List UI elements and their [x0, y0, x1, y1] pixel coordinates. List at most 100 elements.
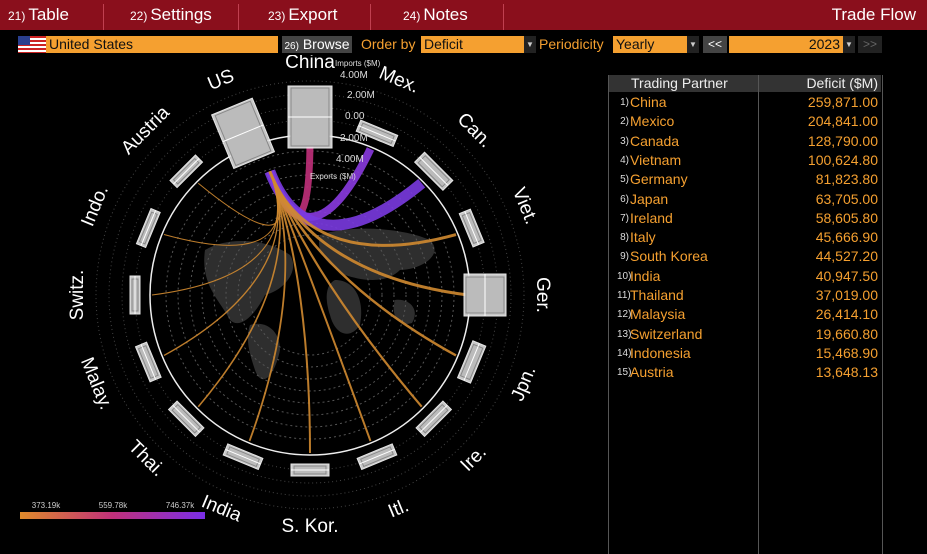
deficit-value: 100,624.80	[807, 151, 878, 168]
table-row[interactable]: 2) Mexico 204,841.00	[609, 112, 881, 131]
deficit-value: 63,705.00	[815, 190, 878, 207]
partner-name: Indonesia	[630, 344, 691, 361]
partner-label: Austria	[117, 102, 174, 159]
axis-tick-label: 4.00M	[340, 70, 368, 81]
partner-label: India	[198, 491, 245, 526]
table-row[interactable]: 6) Japan 63,705.00	[609, 190, 881, 209]
partner-label: Ire.	[457, 442, 491, 476]
partner-name: Vietnam	[630, 151, 682, 168]
country-input[interactable]: United States	[46, 36, 278, 53]
row-number: 7)	[620, 212, 629, 224]
prev-button[interactable]: <<	[703, 36, 727, 53]
menu-label: Notes	[423, 5, 468, 24]
box-center	[419, 156, 449, 186]
partner-name: Mexico	[630, 113, 675, 130]
menu-item[interactable]: 22) Settings	[130, 0, 212, 30]
button-num: 26)	[284, 41, 299, 52]
table-row[interactable]: 12) Malaysia 26,414.10	[609, 305, 881, 324]
table-row[interactable]: 15) Austria 13,648.13	[609, 363, 881, 382]
partner-label: Thai.	[124, 436, 169, 481]
column-header[interactable]: Trading Partner	[609, 75, 758, 92]
deficit-value: 81,823.80	[815, 171, 878, 188]
box-center	[140, 344, 157, 380]
node-box	[167, 400, 205, 438]
deficit-value: 44,527.20	[815, 248, 878, 265]
menu-item[interactable]: 23) Export	[268, 0, 337, 30]
table-row[interactable]: 11) Thailand 37,019.00	[609, 286, 881, 305]
axis-label: Imports ($M)	[335, 59, 381, 68]
row-number: 6)	[620, 193, 629, 205]
node-box	[169, 154, 204, 189]
table-row[interactable]: 1) China 259,871.00	[609, 93, 881, 112]
row-number: 9)	[620, 251, 629, 263]
separator	[503, 4, 504, 30]
separator	[238, 4, 239, 30]
node-box	[287, 85, 333, 149]
table-row[interactable]: 14) Indonesia 15,468.90	[609, 344, 881, 363]
browse-button[interactable]: 26) Browse	[282, 36, 352, 53]
partner-label: Switz.	[67, 270, 88, 321]
deficit-value: 15,468.90	[815, 344, 878, 361]
partner-label: Malay.	[76, 354, 116, 412]
box-center	[358, 125, 396, 142]
ring	[237, 222, 383, 368]
partner-table: Trading Partner Deficit ($M) 1) China 259,…	[608, 75, 883, 554]
menu-item[interactable]: 24) Notes	[403, 0, 468, 30]
separator	[103, 4, 104, 30]
order-select[interactable]: Deficit ▼	[421, 36, 536, 53]
chord	[197, 171, 281, 226]
menu-label: Table	[28, 5, 69, 24]
column-header[interactable]: Deficit ($M)	[759, 75, 881, 92]
node-box	[129, 275, 141, 315]
node-box	[135, 207, 161, 249]
node-box	[290, 463, 330, 477]
select-value: Yearly	[616, 36, 655, 52]
table-row[interactable]: 13) Switzerland 19,660.80	[609, 325, 881, 344]
chord	[268, 171, 311, 454]
legend-label: 559.78k	[99, 501, 128, 510]
partner-name: Japan	[630, 190, 669, 207]
deficit-value: 37,019.00	[815, 287, 878, 303]
next-button[interactable]: >>	[858, 36, 882, 53]
partner-name: Canada	[630, 132, 680, 149]
legend-label: 746.37k	[166, 501, 195, 510]
table-row[interactable]: 10) India 40,947.50	[609, 267, 881, 286]
node-box	[413, 151, 454, 192]
row-number: 1)	[620, 97, 629, 108]
deficit-value: 204,841.00	[807, 113, 878, 130]
table-row[interactable]: 9) South Korea 44,527.20	[609, 247, 881, 266]
year-select[interactable]: 2023 ▼	[729, 36, 855, 53]
partner-label: Can.	[453, 109, 496, 152]
periodicity-select[interactable]: Yearly ▼	[613, 36, 699, 53]
chord-diagram: 373.19k 559.78k 746.37k US China Mex. Can. V…	[20, 55, 553, 537]
order-label: Order by	[361, 36, 416, 52]
dropdown-arrow: ▼	[524, 36, 536, 53]
box-center	[419, 404, 448, 433]
dropdown-arrow: ▼	[843, 36, 855, 53]
table-row[interactable]: 8) Italy 45,666.90	[609, 228, 881, 247]
legend-label: 373.19k	[32, 501, 61, 510]
ring	[213, 198, 407, 392]
deficit-value: 128,790.00	[807, 132, 878, 149]
partner-label: Itl.	[385, 495, 412, 522]
flag-icon	[18, 36, 46, 53]
menu-item[interactable]: 21) Table	[8, 0, 69, 30]
menu-label: Export	[288, 5, 338, 24]
partner-label: Viet.	[508, 185, 542, 228]
ring	[95, 80, 525, 510]
table-row[interactable]: 5) Germany 81,823.80	[609, 170, 881, 189]
box-center	[463, 343, 480, 381]
row-number: 11)	[617, 290, 631, 301]
deficit-value: 13,648.13	[815, 364, 878, 381]
table-row[interactable]: 7) Ireland 58,605.80	[609, 209, 881, 228]
node-box	[415, 400, 453, 438]
box-center	[173, 158, 200, 185]
node-box	[458, 208, 485, 248]
table-row[interactable]: 4) Vietnam 100,624.80	[609, 151, 881, 170]
table-row[interactable]: 3) Canada 128,790.00	[609, 132, 881, 151]
deficit-value: 45,666.90	[815, 229, 878, 246]
deficit-value: 26,414.10	[815, 306, 878, 323]
box-center	[222, 124, 264, 143]
row-number: 15)	[617, 367, 632, 379]
